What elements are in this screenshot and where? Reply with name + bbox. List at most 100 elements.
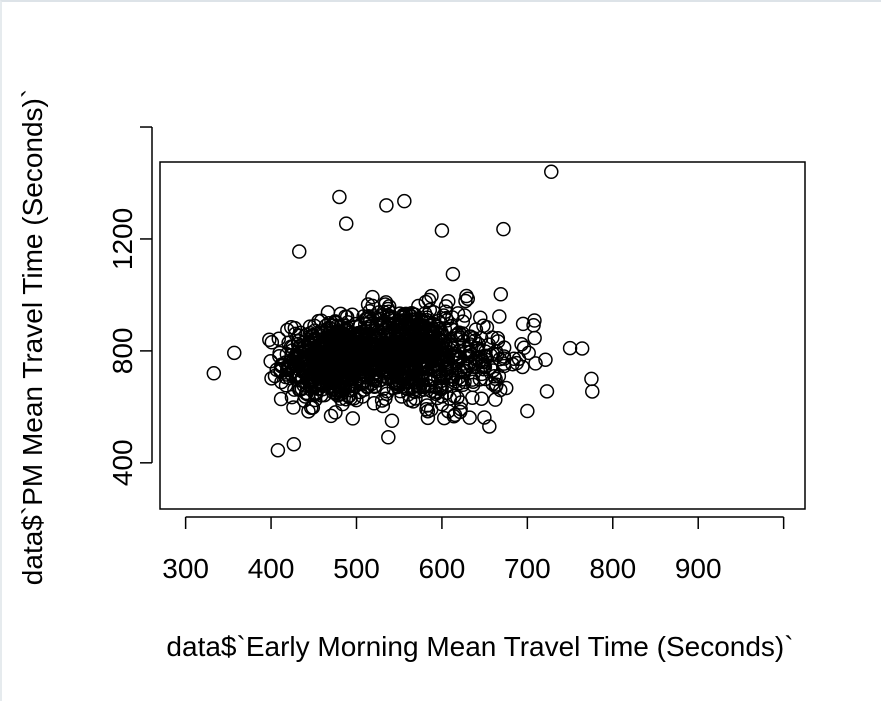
data-point <box>227 345 242 361</box>
data-point <box>303 400 319 415</box>
y-axis-title: data$`PM Mean Travel Time (Seconds)` <box>17 89 48 585</box>
data-point <box>376 381 391 396</box>
x-axis: 300 400 500 600 700 800 900 <box>162 516 785 584</box>
x-tick-label: 300 <box>162 553 209 584</box>
data-point <box>493 287 509 302</box>
data-point <box>286 400 301 415</box>
data-point <box>404 306 419 321</box>
data-point <box>390 351 405 366</box>
data-point <box>296 362 312 377</box>
data-point <box>392 323 408 339</box>
data-point <box>335 354 350 370</box>
data-point <box>274 374 289 390</box>
x-tick-label: 800 <box>589 553 636 584</box>
data-point <box>428 364 444 379</box>
data-point <box>354 376 369 391</box>
data-point <box>284 389 300 405</box>
x-tick-label: 900 <box>675 553 722 584</box>
data-point <box>311 313 326 329</box>
data-point <box>477 410 492 425</box>
data-point <box>435 367 451 383</box>
data-point <box>373 311 388 326</box>
data-point <box>460 359 475 374</box>
data-point <box>288 347 303 363</box>
data-point <box>511 351 527 367</box>
data-point <box>488 379 504 394</box>
data-point <box>307 387 323 402</box>
data-point <box>398 350 413 365</box>
data-point <box>366 336 381 352</box>
x-tick-label: 700 <box>504 553 551 584</box>
data-point <box>336 342 351 358</box>
data-point <box>323 347 338 363</box>
data-point <box>482 419 497 434</box>
data-point <box>424 288 439 304</box>
data-point <box>506 351 522 367</box>
data-point <box>467 333 483 348</box>
data-point <box>348 374 363 389</box>
data-point <box>328 342 344 357</box>
data-point <box>285 353 301 369</box>
data-point <box>574 341 590 356</box>
data-point <box>445 372 460 387</box>
y-tick-label: 800 <box>107 328 138 375</box>
data-point <box>301 404 316 419</box>
data-point <box>286 436 302 452</box>
data-point <box>476 362 492 377</box>
data-point <box>527 330 542 346</box>
data-point <box>584 371 599 387</box>
y-tick-label: 400 <box>107 439 138 486</box>
data-point <box>264 335 280 350</box>
data-point <box>379 198 394 213</box>
data-point <box>206 366 222 381</box>
data-point <box>441 294 456 309</box>
data-point <box>412 379 428 395</box>
data-point <box>514 337 529 352</box>
data-point <box>434 381 449 396</box>
data-point <box>333 386 349 402</box>
data-point <box>328 355 343 371</box>
data-point <box>472 372 488 387</box>
data-point <box>360 297 376 312</box>
data-point <box>492 309 507 324</box>
data-point <box>363 358 379 373</box>
data-point <box>391 339 407 354</box>
data-point <box>409 361 425 377</box>
data-point <box>264 371 279 386</box>
data-point <box>539 384 555 399</box>
data-point <box>284 320 299 335</box>
data-point <box>402 342 418 357</box>
data-point <box>473 310 488 325</box>
data-point <box>487 368 502 384</box>
data-point <box>544 164 559 180</box>
data-point <box>436 410 452 426</box>
data-point <box>445 266 461 282</box>
x-tick-label: 500 <box>333 553 380 584</box>
data-point <box>465 390 480 405</box>
x-axis-title: data$`Early Morning Mean Travel Time (Se… <box>166 631 793 662</box>
x-tick-label: 600 <box>419 553 466 584</box>
data-point <box>443 334 458 350</box>
data-point <box>538 352 553 367</box>
data-point <box>381 430 396 445</box>
data-point <box>467 359 482 374</box>
x-tick-label: 400 <box>248 553 295 584</box>
data-point <box>384 413 400 429</box>
data-point <box>465 374 481 389</box>
data-point <box>362 303 377 319</box>
data-point <box>419 398 435 413</box>
data-point <box>406 394 421 409</box>
data-point <box>361 327 377 342</box>
data-point <box>335 396 350 412</box>
data-point <box>328 405 343 420</box>
data-point <box>474 391 489 406</box>
data-point <box>459 288 474 304</box>
data-point <box>273 391 289 407</box>
data-point <box>397 193 412 209</box>
data-point <box>262 332 277 348</box>
data-point <box>422 339 437 354</box>
data-point <box>349 392 364 408</box>
data-point <box>453 401 468 417</box>
